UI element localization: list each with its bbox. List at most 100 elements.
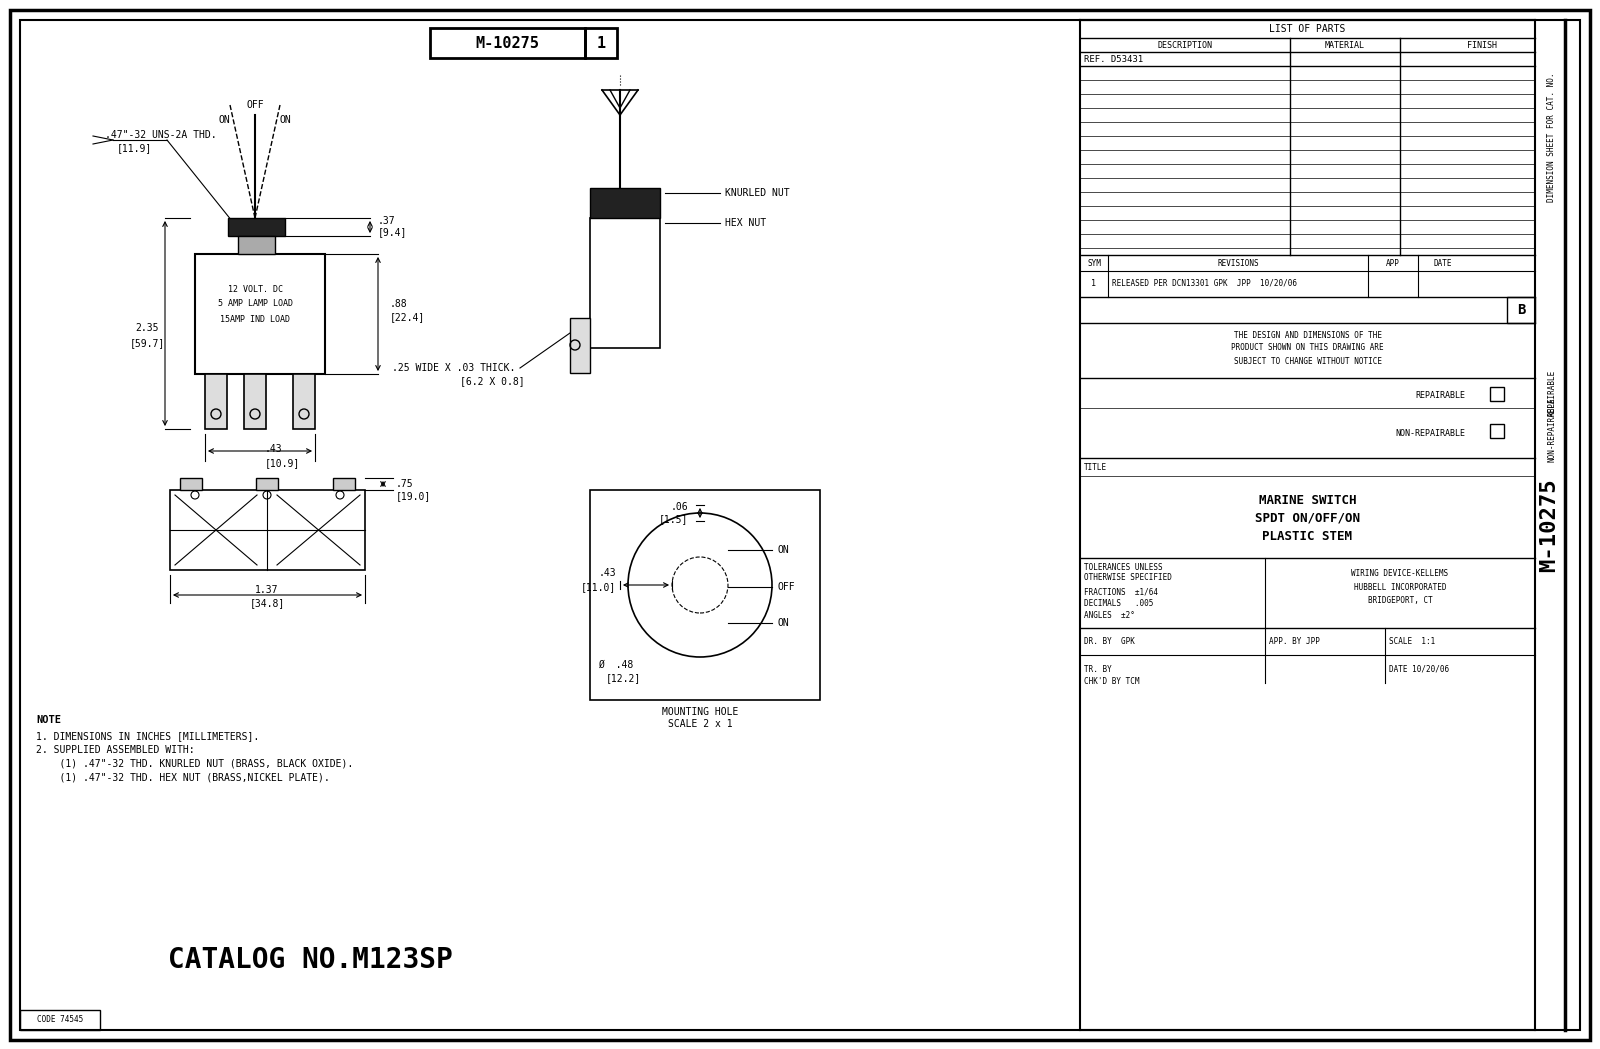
Text: SCALE  1:1: SCALE 1:1: [1389, 637, 1435, 645]
Text: TITLE: TITLE: [1085, 463, 1107, 471]
Text: HEX NUT: HEX NUT: [725, 218, 766, 228]
Text: OTHERWISE SPECIFIED: OTHERWISE SPECIFIED: [1085, 574, 1171, 582]
Bar: [243, 374, 266, 429]
Text: 5 AMP LAMP LOAD: 5 AMP LAMP LOAD: [218, 300, 293, 308]
Text: 15AMP IND LOAD: 15AMP IND LOAD: [221, 315, 290, 323]
Bar: [293, 374, 315, 429]
Text: BRIDGEPORT, CT: BRIDGEPORT, CT: [1368, 596, 1432, 604]
Text: KNURLED NUT: KNURLED NUT: [725, 188, 790, 198]
Text: ON: ON: [280, 115, 291, 125]
Text: 1.37: 1.37: [256, 585, 278, 595]
Text: LIST OF PARTS: LIST OF PARTS: [1269, 24, 1346, 34]
Text: .43: .43: [598, 568, 616, 578]
Text: 2. SUPPLIED ASSEMBLED WITH:: 2. SUPPLIED ASSEMBLED WITH:: [35, 745, 195, 755]
Text: CHK'D BY TCM: CHK'D BY TCM: [1085, 677, 1139, 685]
Text: 1. DIMENSIONS IN INCHES [MILLIMETERS].: 1. DIMENSIONS IN INCHES [MILLIMETERS].: [35, 731, 259, 741]
Text: (1) .47"-32 THD. HEX NUT (BRASS,NICKEL PLATE).: (1) .47"-32 THD. HEX NUT (BRASS,NICKEL P…: [35, 773, 330, 783]
Text: DECIMALS   .005: DECIMALS .005: [1085, 599, 1154, 608]
Text: .47"-32 UNS-2A THD.: .47"-32 UNS-2A THD.: [106, 130, 216, 140]
Text: [12.2]: [12.2]: [606, 673, 642, 683]
Text: TOLERANCES UNLESS: TOLERANCES UNLESS: [1085, 563, 1163, 573]
Text: PLASTIC STEM: PLASTIC STEM: [1262, 530, 1352, 542]
Bar: [170, 490, 365, 570]
Text: HUBBELL INCORPORATED: HUBBELL INCORPORATED: [1354, 582, 1446, 592]
Bar: [179, 478, 202, 490]
Text: 2.35: 2.35: [136, 323, 158, 333]
Text: OFF: OFF: [778, 582, 795, 592]
Text: M-10275: M-10275: [1539, 478, 1558, 572]
Text: [9.4]: [9.4]: [378, 227, 408, 237]
Text: SPDT ON/OFF/ON: SPDT ON/OFF/ON: [1254, 512, 1360, 524]
Text: REPAIRABLE: REPAIRABLE: [1547, 370, 1557, 416]
Bar: [238, 236, 275, 254]
Bar: [570, 318, 590, 373]
Text: Ø  .48: Ø .48: [598, 660, 634, 670]
Text: FRACTIONS  ±1/64: FRACTIONS ±1/64: [1085, 587, 1158, 597]
Text: .37: .37: [378, 216, 395, 226]
Text: REPAIRABLE: REPAIRABLE: [1414, 391, 1466, 401]
Text: CODE 74545: CODE 74545: [37, 1015, 83, 1025]
Text: SUBJECT TO CHANGE WITHOUT NOTICE: SUBJECT TO CHANGE WITHOUT NOTICE: [1234, 357, 1381, 365]
Bar: [1490, 424, 1504, 438]
Text: [10.9]: [10.9]: [266, 458, 301, 468]
Text: DR. BY  GPK: DR. BY GPK: [1085, 637, 1134, 645]
Text: THE DESIGN AND DIMENSIONS OF THE: THE DESIGN AND DIMENSIONS OF THE: [1234, 330, 1381, 340]
Text: DIMENSION SHEET FOR CAT. NO.: DIMENSION SHEET FOR CAT. NO.: [1547, 72, 1557, 201]
Bar: [1507, 297, 1534, 323]
Text: [6.2 X 0.8]: [6.2 X 0.8]: [461, 376, 525, 386]
Text: DESCRIPTION: DESCRIPTION: [1157, 41, 1213, 49]
Text: APP. BY JPP: APP. BY JPP: [1269, 637, 1320, 645]
Text: [1.5]: [1.5]: [659, 514, 688, 524]
Text: ON: ON: [778, 618, 789, 628]
Text: MATERIAL: MATERIAL: [1325, 41, 1365, 49]
Text: RELEASED PER DCN13301 GPK  JPP  10/20/06: RELEASED PER DCN13301 GPK JPP 10/20/06: [1112, 278, 1298, 287]
Text: [59.7]: [59.7]: [130, 338, 165, 348]
Bar: [195, 254, 325, 374]
Text: .06: .06: [670, 502, 688, 512]
Text: B: B: [1517, 303, 1525, 317]
Bar: [590, 490, 819, 700]
Text: NON-REPAIRABLE: NON-REPAIRABLE: [1547, 398, 1557, 463]
Text: .75: .75: [397, 479, 414, 489]
Bar: [430, 28, 586, 58]
Text: APP: APP: [1386, 258, 1400, 267]
Text: [11.9]: [11.9]: [117, 143, 152, 153]
Text: MOUNTING HOLE: MOUNTING HOLE: [662, 707, 738, 718]
Text: DATE: DATE: [1434, 258, 1453, 267]
Bar: [586, 28, 618, 58]
Bar: [19, 1010, 99, 1030]
Text: TR. BY: TR. BY: [1085, 664, 1112, 673]
Text: FINISH: FINISH: [1467, 41, 1498, 49]
Bar: [590, 188, 661, 218]
Bar: [590, 218, 661, 348]
Text: (1) .47"-32 THD. KNURLED NUT (BRASS, BLACK OXIDE).: (1) .47"-32 THD. KNURLED NUT (BRASS, BLA…: [35, 759, 354, 769]
Bar: [1490, 387, 1504, 401]
Text: SCALE 2 x 1: SCALE 2 x 1: [667, 719, 733, 729]
Text: [11.0]: [11.0]: [581, 582, 616, 592]
Text: ON: ON: [778, 545, 789, 555]
Text: NOTE: NOTE: [35, 715, 61, 725]
Text: NON-REPAIRABLE: NON-REPAIRABLE: [1395, 428, 1466, 437]
Text: CATALOG NO.M123SP: CATALOG NO.M123SP: [168, 946, 453, 975]
Text: 12 VOLT. DC: 12 VOLT. DC: [227, 284, 283, 294]
Bar: [333, 478, 355, 490]
Text: ON: ON: [218, 115, 230, 125]
Text: [22.4]: [22.4]: [390, 312, 426, 322]
Text: M-10275: M-10275: [475, 36, 539, 50]
Text: 1: 1: [597, 36, 605, 50]
Text: REF. D53431: REF. D53431: [1085, 55, 1142, 64]
Bar: [256, 478, 278, 490]
Text: REVISIONS: REVISIONS: [1218, 258, 1259, 267]
Text: PRODUCT SHOWN ON THIS DRAWING ARE: PRODUCT SHOWN ON THIS DRAWING ARE: [1230, 343, 1384, 352]
Text: ANGLES  ±2°: ANGLES ±2°: [1085, 612, 1134, 621]
Bar: [205, 374, 227, 429]
Text: 1: 1: [1091, 278, 1096, 287]
Text: MARINE SWITCH: MARINE SWITCH: [1259, 493, 1357, 507]
Text: SYM: SYM: [1086, 258, 1101, 267]
Text: DATE 10/20/06: DATE 10/20/06: [1389, 664, 1450, 673]
Text: OFF: OFF: [246, 100, 264, 110]
Text: .88: .88: [390, 299, 408, 309]
Text: .43: .43: [266, 444, 283, 454]
Text: [19.0]: [19.0]: [397, 491, 432, 501]
Text: [34.8]: [34.8]: [250, 598, 285, 608]
